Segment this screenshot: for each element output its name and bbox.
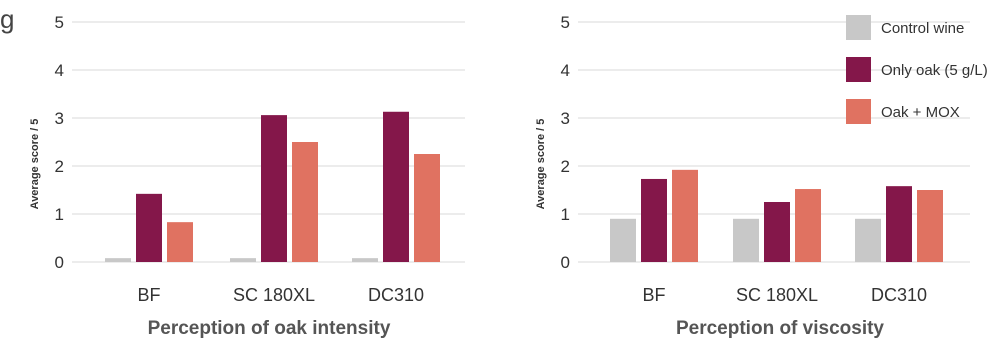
legend-entry-label: Only oak (5 g/L)	[881, 62, 988, 79]
y-tick-label: 2	[561, 157, 570, 176]
y-tick-label: 4	[55, 61, 64, 80]
y-axis-label: Average score / 5	[29, 119, 41, 210]
chart-title: Perception of oak intensity	[148, 318, 391, 338]
x-tick-label: SC 180XL	[233, 285, 315, 305]
y-tick-label: 4	[561, 61, 570, 80]
bar	[855, 218, 881, 262]
x-tick-label: SC 180XL	[736, 285, 818, 305]
bar	[641, 178, 667, 262]
x-tick-label: DC310	[368, 285, 424, 305]
bar	[352, 258, 378, 262]
bar	[292, 142, 318, 262]
bar	[610, 218, 636, 262]
bar	[230, 258, 256, 262]
legend-swatch	[846, 99, 871, 124]
y-tick-label: 2	[55, 157, 64, 176]
legend-swatch	[846, 57, 871, 82]
cropped-heading-fragment: g	[0, 4, 15, 34]
bar	[383, 111, 409, 262]
bar	[886, 186, 912, 262]
y-tick-label: 1	[55, 205, 64, 224]
y-tick-label: 0	[561, 253, 570, 272]
legend-entry-label: Oak + MOX	[881, 104, 960, 121]
y-tick-label: 5	[55, 13, 64, 32]
legend-swatch	[846, 15, 871, 40]
bar	[414, 154, 440, 262]
bar	[672, 169, 698, 262]
y-tick-label: 0	[55, 253, 64, 272]
bar	[795, 189, 821, 262]
bar	[167, 222, 193, 262]
bar	[261, 115, 287, 263]
y-tick-label: 3	[561, 109, 570, 128]
x-tick-label: BF	[137, 285, 160, 305]
legend-entry-label: Control wine	[881, 20, 964, 37]
x-tick-label: DC310	[871, 285, 927, 305]
y-tick-label: 3	[55, 109, 64, 128]
bar	[105, 258, 131, 262]
x-tick-label: BF	[642, 285, 665, 305]
bar	[917, 190, 943, 262]
chart-title: Perception of viscosity	[676, 318, 884, 338]
y-axis-label: Average score / 5	[535, 119, 547, 210]
y-tick-label: 5	[561, 13, 570, 32]
bar	[136, 193, 162, 262]
bar	[764, 202, 790, 262]
y-tick-label: 1	[561, 205, 570, 224]
bar	[733, 218, 759, 262]
